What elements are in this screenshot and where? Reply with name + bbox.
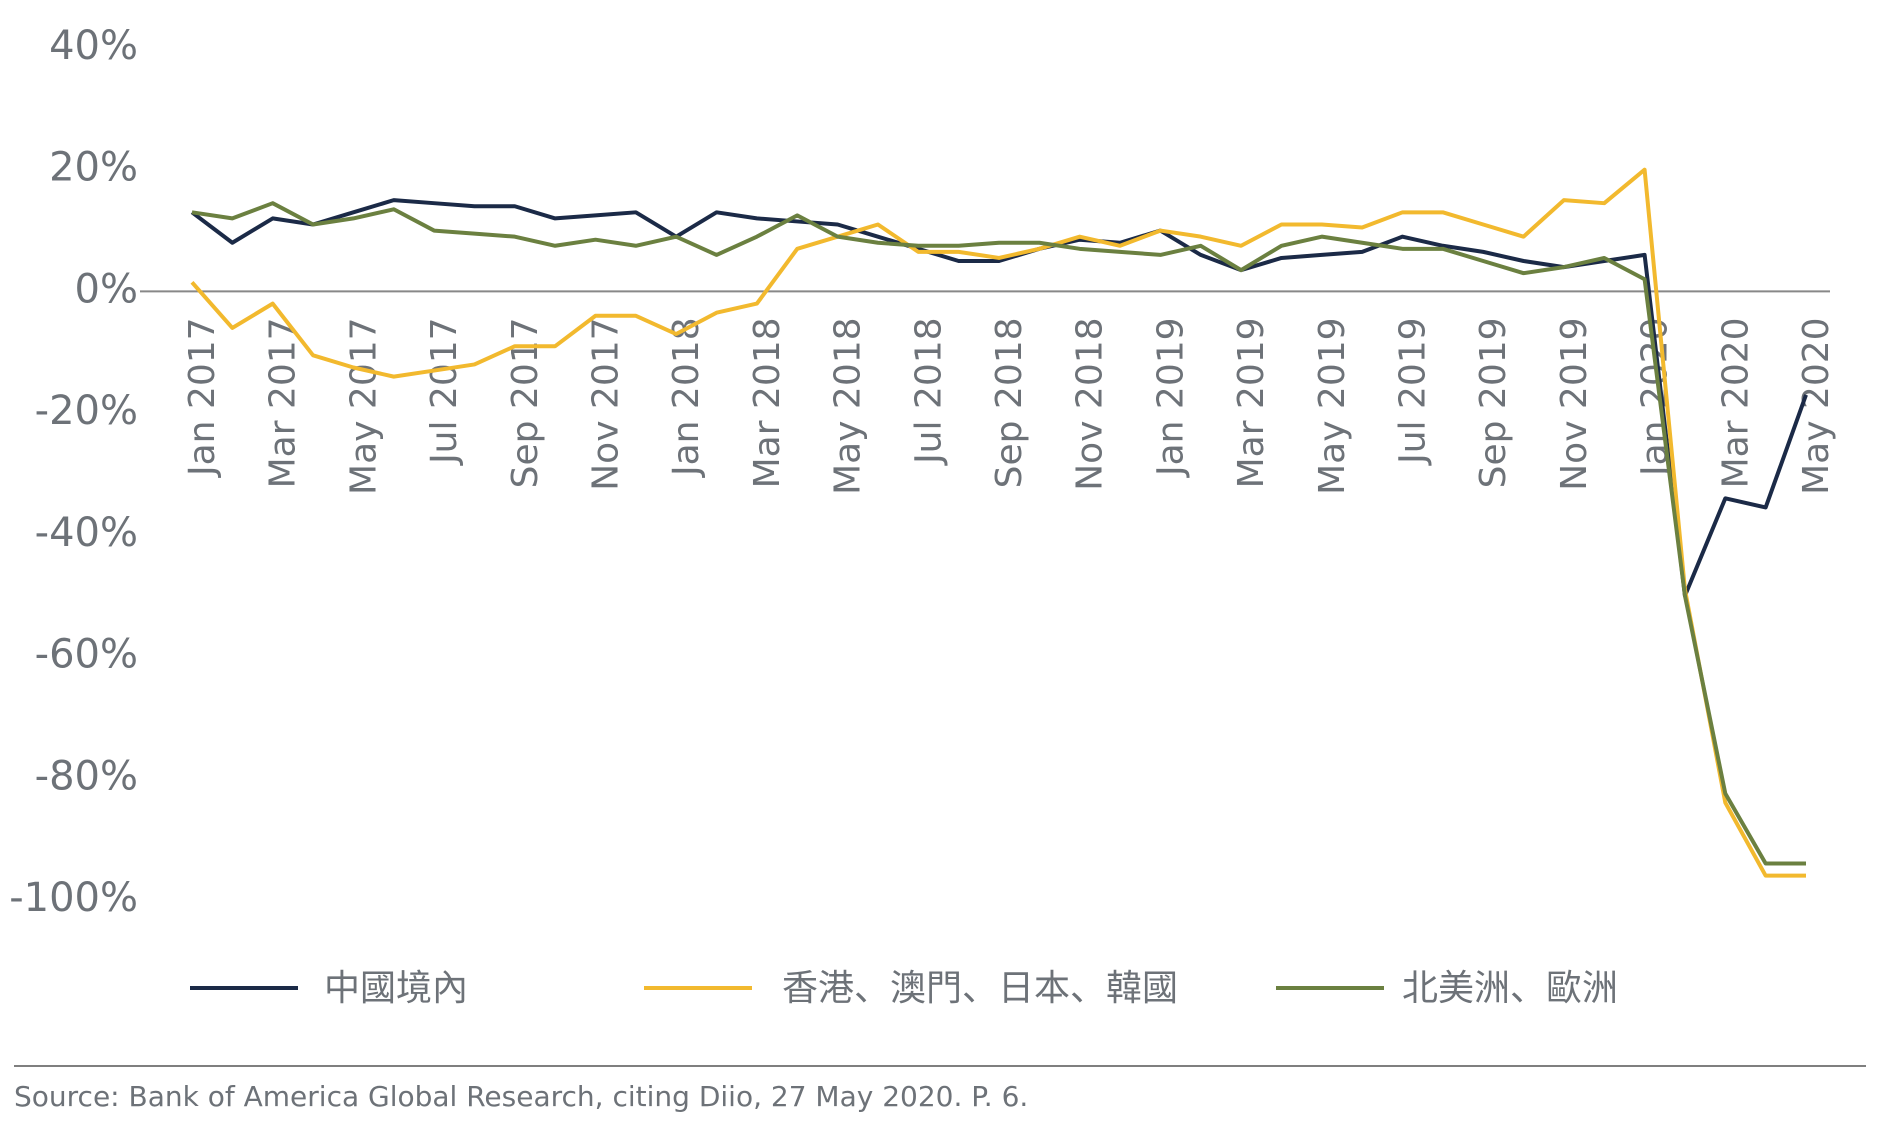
legend-label: 香港、澳門、日本、韓國 xyxy=(782,968,1178,1009)
x-tick-label: Jan 2017 xyxy=(182,317,223,478)
source-note: Source: Bank of America Global Research,… xyxy=(14,1080,1028,1113)
x-tick-label: Sep 2017 xyxy=(505,317,546,488)
x-tick-label: Jul 2017 xyxy=(424,317,465,466)
y-tick-label: 0% xyxy=(75,266,138,312)
x-tick-label: Mar 2018 xyxy=(747,317,788,488)
series-line xyxy=(190,198,1808,598)
x-tick-label: Mar 2019 xyxy=(1231,317,1272,488)
legend-label: 北美洲、歐洲 xyxy=(1402,968,1618,1009)
series-line xyxy=(191,201,1806,866)
x-tick-label: May 2019 xyxy=(1312,317,1353,495)
y-tick-label: 20% xyxy=(49,145,138,191)
y-tick-label: -40% xyxy=(35,510,138,556)
x-tick-label: Mar 2017 xyxy=(263,317,304,488)
x-tick-label: May 2017 xyxy=(343,317,384,495)
series-line xyxy=(190,167,1806,878)
x-tick-label: Jan 2019 xyxy=(1150,317,1191,478)
x-tick-label: Nov 2018 xyxy=(1070,317,1111,490)
y-tick-label: -100% xyxy=(9,875,138,921)
y-tick-label: -80% xyxy=(35,753,138,799)
x-tick-label: Nov 2017 xyxy=(586,317,627,490)
x-tick-label: Jul 2018 xyxy=(908,317,949,466)
y-tick-label: -60% xyxy=(35,632,138,678)
y-tick-label: 40% xyxy=(49,23,138,69)
x-tick-label: Sep 2019 xyxy=(1473,317,1514,488)
x-tick-label: Mar 2020 xyxy=(1715,317,1756,488)
x-tick-label: May 2018 xyxy=(828,317,869,495)
x-tick-label: Nov 2019 xyxy=(1554,317,1595,490)
y-tick-label: -20% xyxy=(35,388,138,434)
x-tick-label: Sep 2018 xyxy=(989,317,1030,488)
x-tick-label: Jul 2019 xyxy=(1393,317,1434,466)
legend-label: 中國境內 xyxy=(324,968,468,1009)
x-tick-label: Jan 2018 xyxy=(666,317,707,478)
